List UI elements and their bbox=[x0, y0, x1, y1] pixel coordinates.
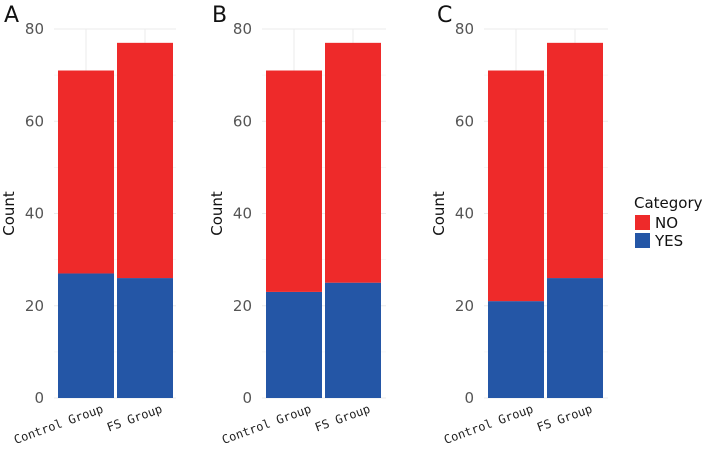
bar-yes-control bbox=[58, 273, 114, 398]
bar-no-control bbox=[266, 70, 322, 292]
x-tick-label: Control Group bbox=[220, 402, 313, 447]
y-tick-label: 20 bbox=[233, 297, 252, 315]
x-tick-label: Control Group bbox=[442, 402, 535, 447]
y-tick-label: 60 bbox=[233, 112, 252, 130]
chart-panel-c: 0 20 40 60 80 Control Group FS Group Count C bbox=[430, 3, 608, 447]
y-tick-label: 0 bbox=[242, 389, 252, 407]
y-axis-title: Count bbox=[208, 191, 226, 236]
x-tick-label: FS Group bbox=[105, 402, 164, 435]
bar-yes-fs bbox=[117, 278, 173, 398]
bar-yes-control bbox=[266, 291, 322, 398]
y-axis-title: Count bbox=[430, 191, 448, 236]
bar-no-fs bbox=[325, 42, 381, 283]
x-tick-label: FS Group bbox=[535, 402, 594, 435]
x-tick-label: Control Group bbox=[12, 402, 105, 447]
legend-swatch-no bbox=[635, 215, 650, 230]
bar-yes-control bbox=[488, 301, 544, 398]
y-axis-title: Count bbox=[0, 191, 18, 236]
y-tick-label: 80 bbox=[25, 20, 44, 38]
y-tick-label: 20 bbox=[455, 297, 474, 315]
bar-no-control bbox=[488, 70, 544, 302]
y-tick-label: 60 bbox=[25, 112, 44, 130]
legend-title: Category bbox=[634, 194, 703, 212]
y-tick-label: 80 bbox=[455, 20, 474, 38]
panel-label: A bbox=[4, 3, 19, 28]
y-tick-label: 40 bbox=[455, 205, 474, 223]
bar-no-fs bbox=[117, 42, 173, 279]
y-tick-label: 80 bbox=[233, 20, 252, 38]
bar-no-fs bbox=[547, 42, 603, 279]
y-tick-label: 20 bbox=[25, 297, 44, 315]
legend-label-yes: YES bbox=[654, 232, 683, 250]
panel-label: C bbox=[437, 3, 452, 28]
y-tick-label: 60 bbox=[455, 112, 474, 130]
x-tick-label: FS Group bbox=[313, 402, 372, 435]
y-tick-label: 40 bbox=[233, 205, 252, 223]
bar-yes-fs bbox=[325, 282, 381, 398]
bar-no-control bbox=[58, 70, 114, 274]
bar-yes-fs bbox=[547, 278, 603, 398]
chart-panel-b: 0 20 40 60 80 Control Group FS Group Count B bbox=[208, 3, 386, 447]
y-tick-label: 0 bbox=[464, 389, 474, 407]
chart-panel-a: 0 20 40 60 80 Control Group FS Group Count A bbox=[0, 3, 176, 447]
y-tick-label: 0 bbox=[34, 389, 44, 407]
legend-swatch-yes bbox=[635, 233, 650, 248]
y-tick-label: 40 bbox=[25, 205, 44, 223]
legend-label-no: NO bbox=[655, 214, 678, 232]
panel-label: B bbox=[212, 3, 227, 28]
legend: Category NO YES bbox=[634, 194, 703, 250]
